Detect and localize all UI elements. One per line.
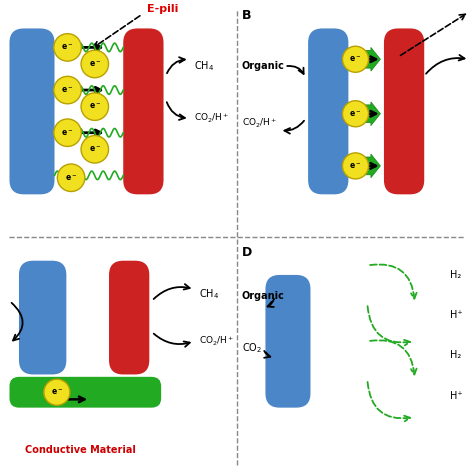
- Circle shape: [342, 101, 369, 127]
- Text: e$^-$: e$^-$: [89, 59, 101, 69]
- Circle shape: [44, 379, 70, 405]
- Text: e$^-$: e$^-$: [51, 387, 63, 397]
- FancyBboxPatch shape: [308, 28, 348, 194]
- Text: CO$_2$/H$^+$: CO$_2$/H$^+$: [242, 117, 277, 130]
- Circle shape: [57, 164, 85, 191]
- Text: E-pili: E-pili: [147, 4, 178, 15]
- Text: e$^-$: e$^-$: [89, 102, 101, 111]
- Text: e$^-$: e$^-$: [349, 109, 362, 118]
- Text: H⁺: H⁺: [450, 391, 463, 401]
- Circle shape: [54, 76, 81, 104]
- Text: CH$_4$: CH$_4$: [199, 287, 219, 301]
- FancyArrow shape: [352, 154, 380, 178]
- Text: Organic: Organic: [242, 61, 284, 72]
- Text: B: B: [242, 9, 251, 22]
- Circle shape: [81, 93, 109, 120]
- Circle shape: [81, 50, 109, 78]
- Text: H⁺: H⁺: [450, 310, 463, 320]
- Text: D: D: [242, 246, 252, 259]
- FancyArrow shape: [352, 102, 380, 126]
- Text: Conductive Material: Conductive Material: [25, 445, 136, 456]
- Text: e$^-$: e$^-$: [89, 145, 101, 154]
- FancyBboxPatch shape: [384, 28, 424, 194]
- Text: e$^-$: e$^-$: [65, 173, 77, 182]
- Circle shape: [54, 119, 81, 146]
- FancyBboxPatch shape: [109, 261, 149, 374]
- Circle shape: [54, 34, 81, 61]
- FancyArrow shape: [352, 47, 380, 71]
- Text: e$^-$: e$^-$: [62, 85, 73, 95]
- Text: Organic: Organic: [242, 291, 284, 301]
- Text: H₂: H₂: [450, 350, 462, 361]
- Text: CH$_4$: CH$_4$: [194, 59, 215, 73]
- FancyBboxPatch shape: [9, 28, 55, 194]
- FancyBboxPatch shape: [123, 28, 164, 194]
- Text: CO$_2$/H$^+$: CO$_2$/H$^+$: [194, 112, 229, 125]
- Text: e$^-$: e$^-$: [349, 55, 362, 64]
- FancyBboxPatch shape: [19, 261, 66, 374]
- Circle shape: [342, 46, 369, 73]
- Circle shape: [342, 153, 369, 179]
- Circle shape: [81, 136, 109, 163]
- FancyBboxPatch shape: [265, 275, 310, 408]
- Text: e$^-$: e$^-$: [62, 128, 73, 137]
- Text: e$^-$: e$^-$: [349, 161, 362, 171]
- Text: e$^-$: e$^-$: [62, 43, 73, 52]
- Text: CO$_2$: CO$_2$: [242, 341, 262, 356]
- FancyBboxPatch shape: [9, 377, 161, 408]
- Text: H₂: H₂: [450, 270, 462, 280]
- Text: CO$_2$/H$^+$: CO$_2$/H$^+$: [199, 335, 234, 348]
